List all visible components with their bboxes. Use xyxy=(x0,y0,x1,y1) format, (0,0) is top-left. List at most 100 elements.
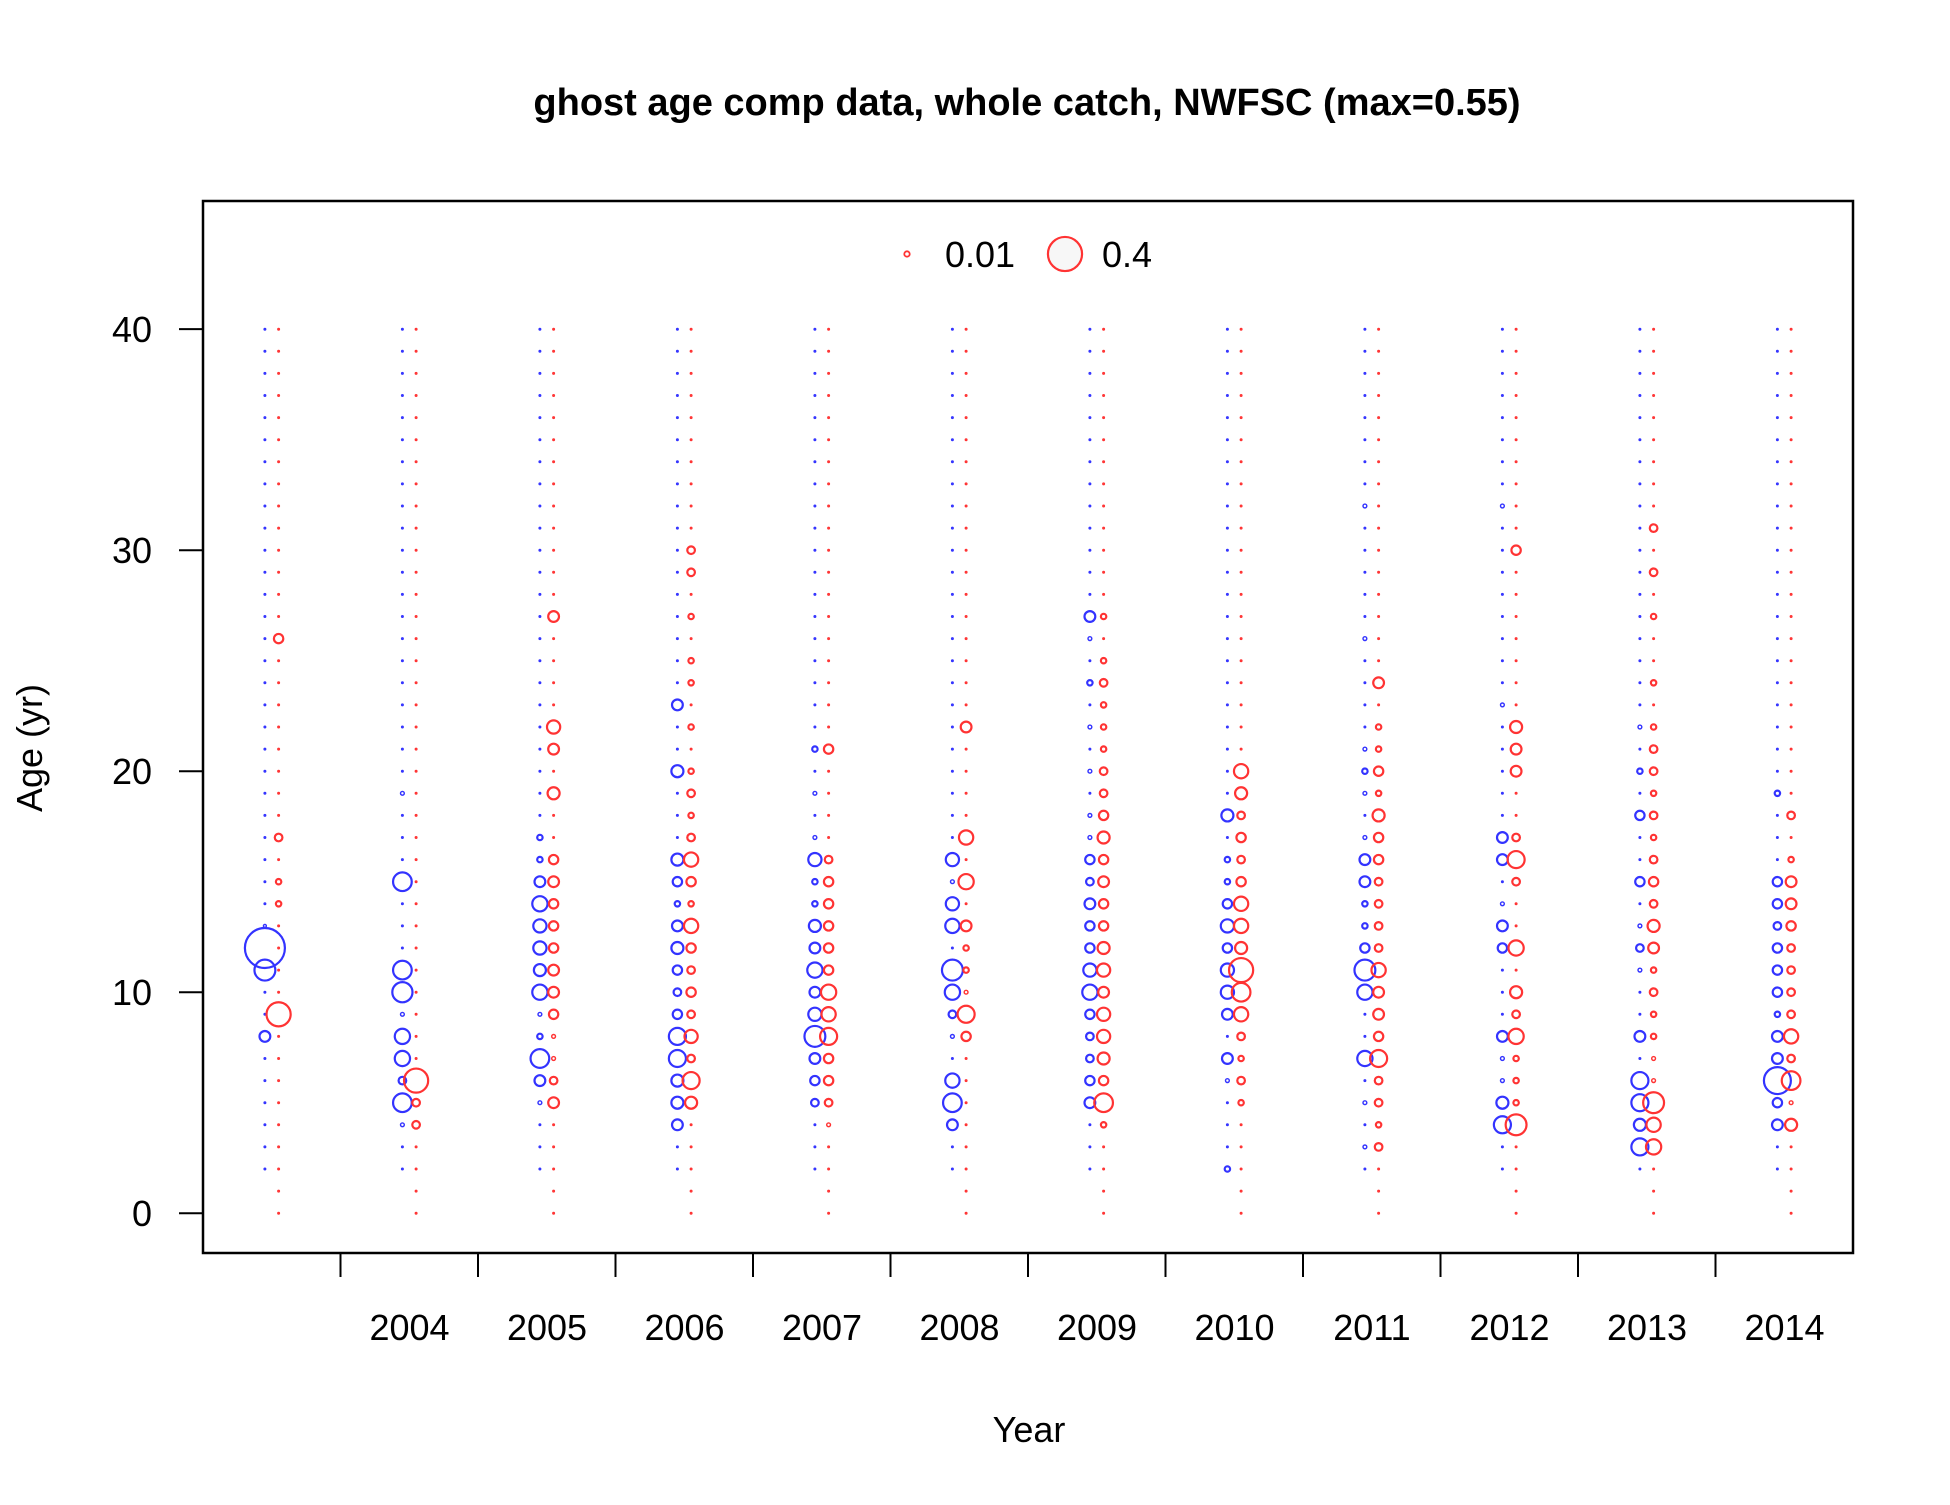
data-point xyxy=(414,858,418,862)
data-point xyxy=(1648,567,1659,578)
data-point xyxy=(538,482,542,486)
data-point xyxy=(1102,592,1106,596)
data-point xyxy=(399,1011,406,1017)
data-point xyxy=(1096,1051,1111,1066)
x-tick-label: 2004 xyxy=(369,1307,449,1348)
data-point xyxy=(1088,416,1092,420)
data-point xyxy=(1789,725,1793,729)
data-point xyxy=(1775,1167,1779,1171)
data-point xyxy=(1236,854,1247,865)
data-point xyxy=(1789,1167,1793,1171)
data-point xyxy=(263,813,267,817)
data-point xyxy=(547,898,560,910)
data-point xyxy=(1362,746,1368,752)
data-point xyxy=(964,902,968,906)
data-point xyxy=(263,637,267,641)
data-point xyxy=(1239,371,1243,375)
data-point xyxy=(809,1074,821,1087)
data-point xyxy=(277,791,281,795)
data-point xyxy=(675,659,679,663)
data-point xyxy=(1514,615,1518,619)
data-point xyxy=(1500,1145,1504,1149)
data-point xyxy=(400,592,404,596)
data-point xyxy=(546,786,561,801)
data-point xyxy=(1225,504,1229,508)
x-tick-label: 2007 xyxy=(782,1307,862,1348)
data-point xyxy=(1789,371,1793,375)
data-point xyxy=(1358,875,1372,889)
data-point xyxy=(1087,812,1093,819)
data-point xyxy=(1514,637,1518,641)
data-point xyxy=(1084,853,1096,866)
data-point xyxy=(1648,766,1659,777)
data-point xyxy=(538,416,542,420)
data-point xyxy=(1648,810,1659,821)
data-point xyxy=(1371,808,1386,823)
data-point xyxy=(1223,855,1232,864)
data-point xyxy=(277,548,281,552)
x-tick-label: 2009 xyxy=(1057,1307,1137,1348)
data-point xyxy=(1637,923,1643,929)
data-point xyxy=(964,371,968,375)
data-point xyxy=(531,895,549,913)
data-point xyxy=(1787,855,1795,864)
data-point xyxy=(1652,659,1656,663)
data-point xyxy=(944,851,961,868)
data-point xyxy=(1652,1189,1656,1193)
data-point xyxy=(263,858,267,862)
data-point xyxy=(1239,1211,1243,1215)
data-point xyxy=(1372,831,1385,844)
data-point xyxy=(827,681,831,685)
data-point xyxy=(1081,983,1099,1001)
data-point xyxy=(950,747,954,751)
data-point xyxy=(813,327,817,331)
data-point xyxy=(964,570,968,574)
data-point xyxy=(1770,1029,1784,1043)
data-point xyxy=(1652,327,1656,331)
data-point xyxy=(675,570,679,574)
data-point xyxy=(822,898,835,910)
data-point xyxy=(1102,526,1106,530)
data-point xyxy=(1630,1093,1650,1113)
data-point xyxy=(1372,985,1386,999)
data-point xyxy=(689,482,693,486)
data-point xyxy=(1789,769,1793,773)
data-point xyxy=(671,875,684,888)
data-point xyxy=(689,438,693,442)
data-point xyxy=(400,902,404,906)
data-point xyxy=(263,394,267,398)
data-point xyxy=(1500,1167,1504,1171)
data-point xyxy=(1511,1009,1522,1020)
data-point xyxy=(1225,592,1229,596)
data-point xyxy=(277,438,281,442)
data-point xyxy=(689,1145,693,1149)
data-point xyxy=(689,327,693,331)
data-point xyxy=(1358,853,1372,867)
data-point xyxy=(1224,1077,1231,1084)
data-point xyxy=(807,851,823,868)
data-point xyxy=(1235,875,1247,888)
data-point xyxy=(1377,548,1381,552)
data-point xyxy=(547,985,561,999)
data-point xyxy=(822,920,835,932)
data-point xyxy=(538,526,542,530)
data-point xyxy=(400,946,404,950)
data-point xyxy=(1772,920,1783,931)
data-point xyxy=(813,504,817,508)
data-point xyxy=(964,327,968,331)
x-axis-title: Year xyxy=(993,1409,1066,1450)
data-point xyxy=(1500,791,1504,795)
data-point xyxy=(1233,786,1249,801)
data-point xyxy=(1500,990,1504,994)
data-point xyxy=(950,592,954,596)
data-point xyxy=(391,871,413,893)
data-point xyxy=(414,1167,418,1171)
data-point xyxy=(675,349,679,353)
data-point xyxy=(1500,526,1504,530)
data-point xyxy=(538,1167,542,1171)
data-point xyxy=(813,637,817,641)
data-point xyxy=(538,769,542,773)
data-point xyxy=(1495,853,1509,867)
data-point xyxy=(947,1009,958,1020)
data-point xyxy=(813,1167,817,1171)
